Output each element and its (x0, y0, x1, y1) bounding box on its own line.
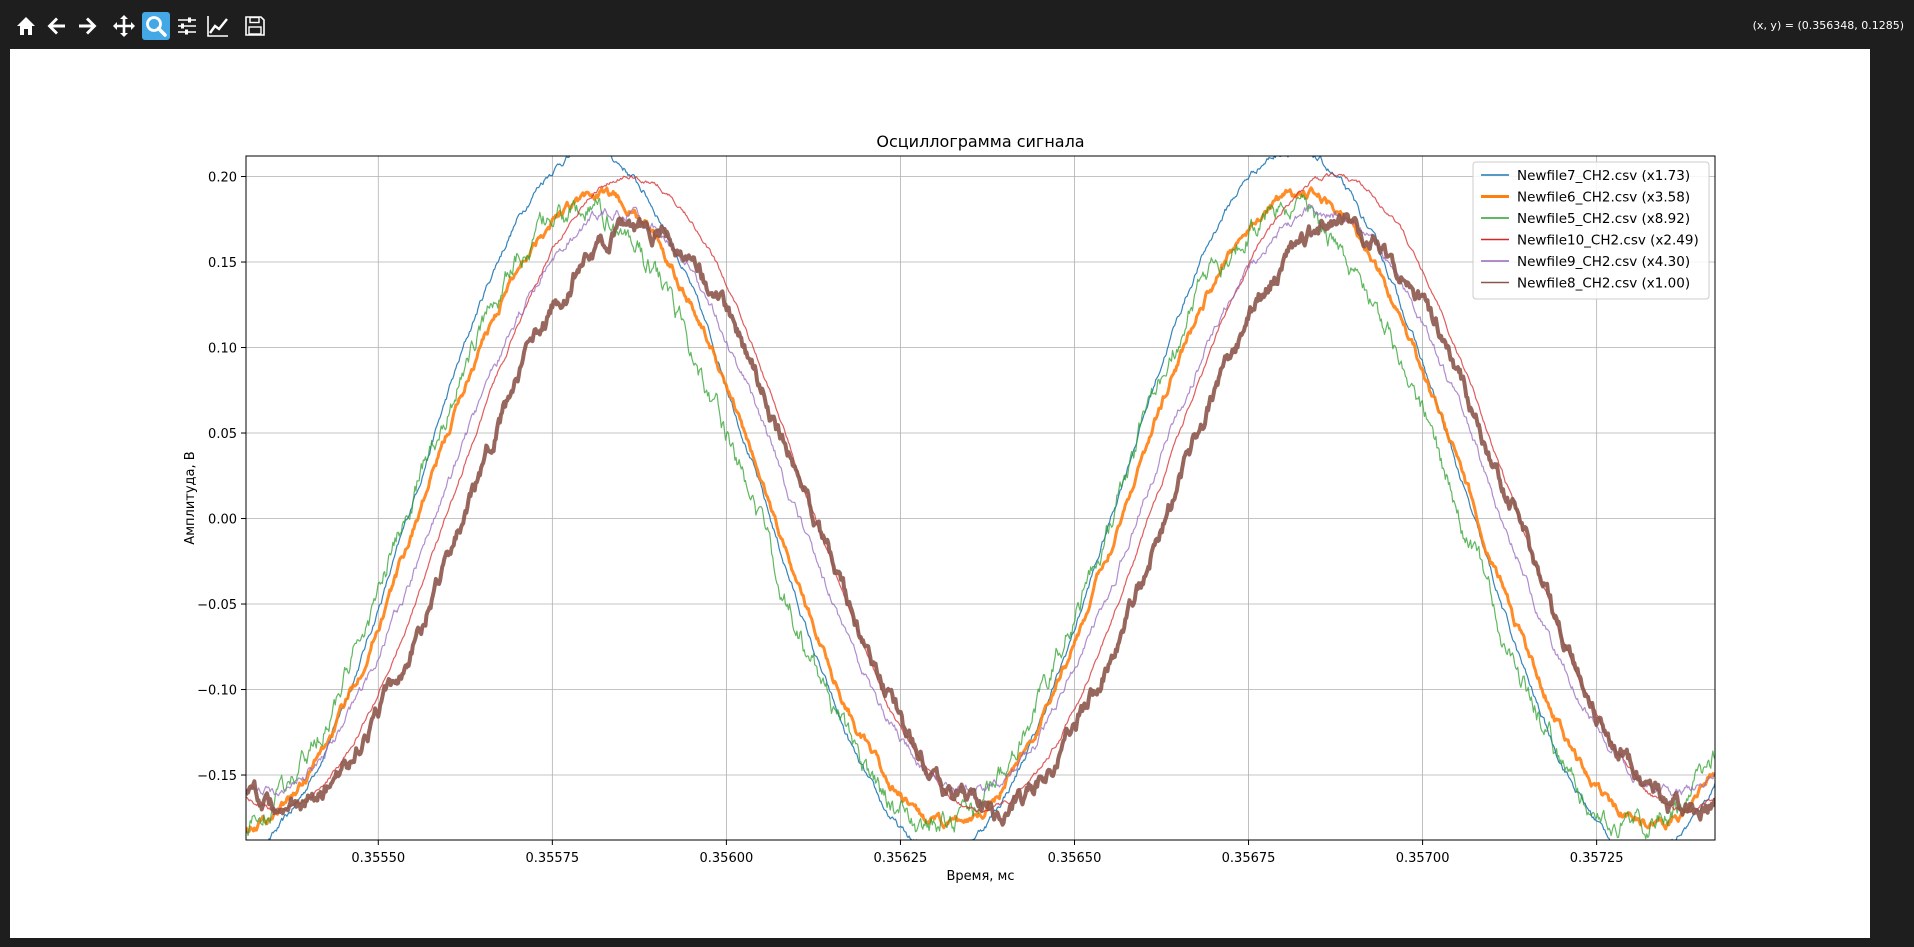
legend: Newfile7_CH2.csv (x1.73) Newfile6_CH2.csv… (1472, 161, 1710, 300)
forward-button[interactable] (73, 12, 101, 40)
floppy-disk-icon (245, 16, 265, 36)
arrow-left-icon (47, 17, 65, 35)
x-tick-label-3: 0.35625 (874, 851, 928, 866)
series-line-6 (246, 212, 1715, 827)
home-icon (17, 17, 35, 35)
save-button[interactable] (241, 12, 269, 40)
legend-label-1: Newfile7_CH2.csv (x1.73) (1517, 168, 1690, 184)
legend-label-5: Newfile9_CH2.csv (x4.30) (1517, 254, 1690, 270)
figure-canvas[interactable]: 0.35550 0.35575 0.35600 0.35625 0.35650 0.356… (10, 49, 1870, 938)
axes-frame (245, 155, 1716, 841)
legend-label-4: Newfile10_CH2.csv (x2.49) (1517, 233, 1699, 249)
pan-button[interactable] (110, 12, 138, 40)
chart-title: Осциллограмма сигнала (876, 132, 1084, 151)
cursor-coordinates: (x, y) = (0.356348, 0.1285) (1752, 19, 1904, 32)
configure-subplots-button[interactable] (173, 12, 201, 40)
sliders-icon (178, 17, 196, 35)
chart[interactable]: 0.35550 0.35575 0.35600 0.35625 0.35650 0.356… (10, 49, 1870, 938)
x-tick-label-2: 0.35600 (700, 851, 754, 866)
x-tick-label-5: 0.35675 (1222, 851, 1276, 866)
line-chart-icon (207, 16, 228, 37)
y-tick-label-5: 0.10 (208, 342, 237, 357)
arrow-right-icon (79, 17, 97, 35)
y-tick-label-6: 0.15 (208, 256, 237, 271)
y-tick-label-2: −0.05 (197, 598, 237, 613)
toolbar: (x, y) = (0.356348, 0.1285) (0, 0, 1914, 49)
legend-label-3: Newfile5_CH2.csv (x8.92) (1517, 211, 1690, 227)
edit-axis-button[interactable] (204, 12, 232, 40)
y-tick-label-3: 0.00 (208, 513, 237, 528)
series-line-5 (246, 203, 1715, 797)
x-tick-label-0: 0.35550 (351, 851, 405, 866)
series-line-2 (246, 186, 1715, 834)
series-group (246, 156, 1715, 840)
zoom-button[interactable] (142, 12, 170, 40)
x-tick-label-7: 0.35725 (1570, 851, 1624, 866)
move-icon (113, 15, 135, 37)
y-tick-label-7: 0.20 (208, 171, 237, 186)
legend-label-6: Newfile8_CH2.csv (x1.00) (1517, 276, 1690, 292)
legend-box (1472, 161, 1710, 300)
x-tick-label-4: 0.35650 (1048, 851, 1102, 866)
series-line-1 (268, 156, 1715, 840)
y-axis-label: Амплитуда, В (183, 451, 198, 544)
x-tick-label-1: 0.35575 (525, 851, 579, 866)
y-tick-label-1: −0.10 (197, 684, 237, 699)
home-button[interactable] (12, 12, 40, 40)
x-axis-label: Время, мс (946, 869, 1014, 884)
zoom-icon (146, 16, 167, 37)
x-tick-label-6: 0.35700 (1396, 851, 1450, 866)
back-button[interactable] (43, 12, 71, 40)
legend-label-2: Newfile6_CH2.csv (x3.58) (1517, 190, 1690, 206)
y-tick-label-4: 0.05 (208, 427, 237, 442)
y-tick-label-0: −0.15 (197, 769, 237, 784)
